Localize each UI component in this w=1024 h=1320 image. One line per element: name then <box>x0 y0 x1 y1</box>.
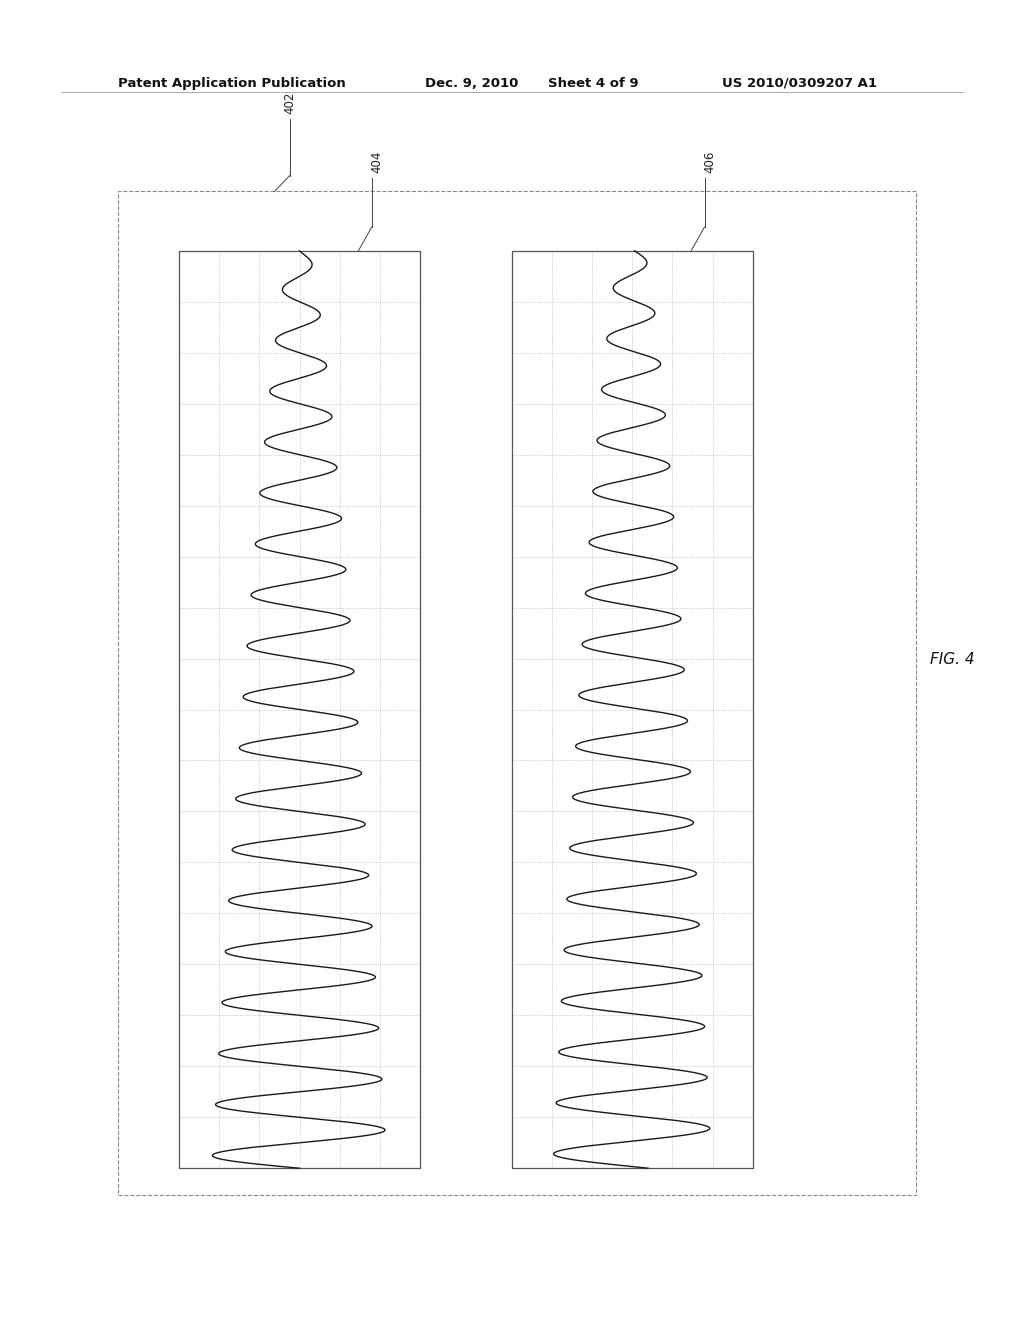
Bar <box>512 251 753 1168</box>
Text: Sheet 4 of 9: Sheet 4 of 9 <box>548 77 639 90</box>
FancyBboxPatch shape <box>118 191 916 1195</box>
Text: 402: 402 <box>284 91 296 114</box>
Text: Patent Application Publication: Patent Application Publication <box>118 77 345 90</box>
Text: Dec. 9, 2010: Dec. 9, 2010 <box>425 77 518 90</box>
Text: US 2010/0309207 A1: US 2010/0309207 A1 <box>722 77 877 90</box>
Text: 404: 404 <box>371 150 383 173</box>
Bar <box>179 251 420 1168</box>
Bar <box>512 251 753 1168</box>
Text: 406: 406 <box>703 150 716 173</box>
Bar <box>179 251 420 1168</box>
Text: FIG. 4: FIG. 4 <box>930 652 975 668</box>
